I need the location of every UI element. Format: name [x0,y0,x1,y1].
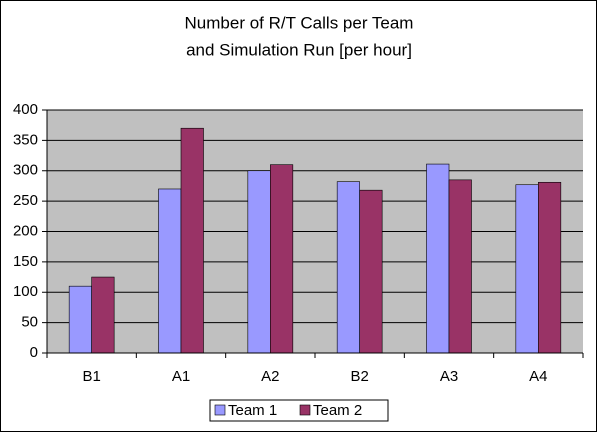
x-tick-label: B1 [82,368,100,385]
y-tick-label: 50 [21,314,38,331]
x-tick-label: A1 [172,368,190,385]
y-tick-label: 250 [13,192,38,209]
legend-box [209,399,389,422]
y-tick-label: 300 [13,162,38,179]
chart-title: Number of R/T Calls per Team [185,13,414,32]
x-tick-label: B2 [350,368,368,385]
y-tick-label: 150 [13,253,38,270]
chart-title: and Simulation Run [per hour] [186,40,412,59]
x-tick-label: A4 [529,368,547,385]
bar [515,184,539,354]
legend-label: Team 2 [313,402,362,419]
y-tick-label: 0 [30,344,38,361]
legend-swatch [214,404,226,416]
bar [270,164,294,354]
bar [247,170,271,354]
y-tick-label: 200 [13,222,38,239]
bar [180,127,204,354]
bar [158,188,182,354]
x-tick-label: A3 [440,368,458,385]
legend-label: Team 1 [228,402,277,419]
bar [426,163,450,354]
bar [336,181,360,354]
legend-swatch [299,404,311,416]
x-tick-label: A2 [261,368,279,385]
bar [68,285,92,354]
bar [359,189,383,354]
bar [448,179,472,354]
y-tick-label: 100 [13,283,38,300]
y-tick-label: 350 [13,131,38,148]
y-tick-label: 400 [13,101,38,118]
bar [538,181,562,354]
bar [91,276,115,354]
